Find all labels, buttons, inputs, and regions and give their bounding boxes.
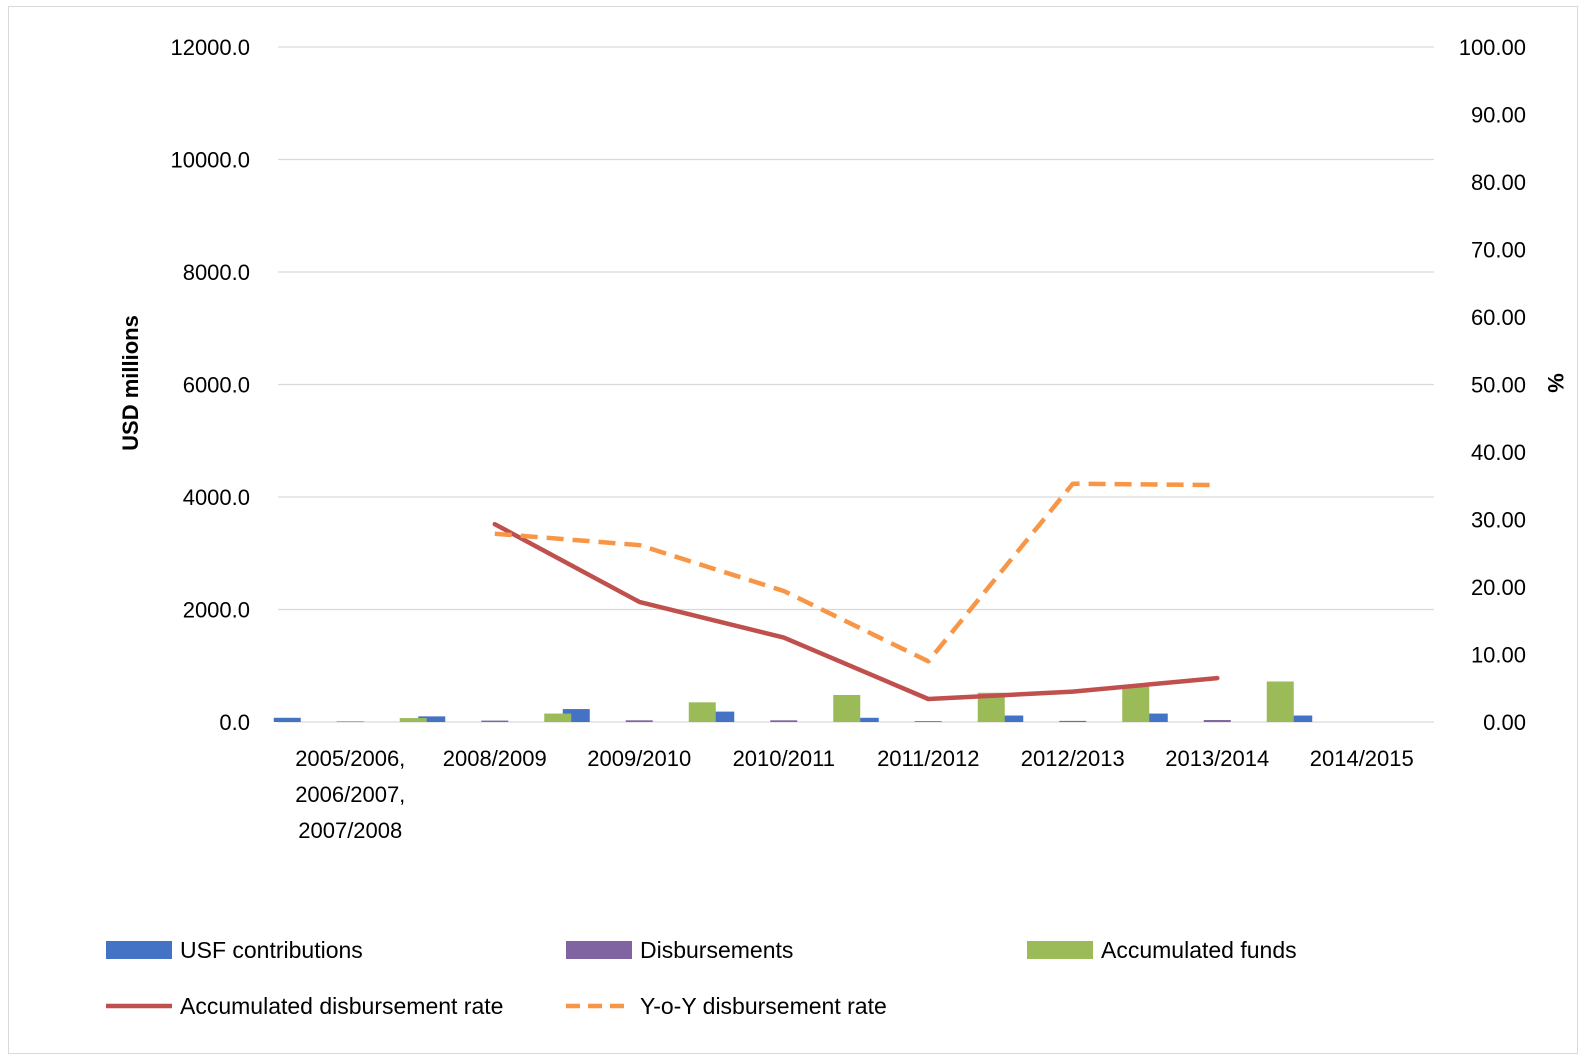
y2-tick-label: 70.00	[1471, 238, 1526, 263]
y-axis-right-ticks: 0.00 10.00 20.00 30.00 40.00 50.00 60.00 70.00 8…	[1459, 35, 1526, 735]
y-tick-label: 12000.0	[170, 35, 250, 60]
chart-frame	[8, 6, 1578, 1054]
x-tick-label: 2011/2012	[877, 746, 979, 771]
bar-usf-contributions	[851, 717, 879, 722]
legend-label: Accumulated funds	[1101, 937, 1297, 963]
bar-accumulated-funds	[833, 695, 861, 722]
legend-item-usf-contributions: USF contributions	[106, 937, 363, 963]
legend-item-disbursements: Disbursements	[566, 937, 793, 963]
legend-label: Accumulated disbursement rate	[180, 993, 503, 1019]
x-tick-label: 2005/2006, 2006/2007, 2007/2008	[295, 746, 405, 843]
series-lines	[492, 481, 1220, 702]
y2-tick-label: 50.00	[1471, 373, 1526, 398]
y-tick-label: 0.0	[219, 710, 250, 735]
bar-disbursements	[625, 720, 653, 722]
bar-disbursements	[336, 721, 364, 722]
bar-accumulated-funds	[544, 713, 572, 722]
y2-tick-label: 0.00	[1483, 710, 1526, 735]
y-tick-label: 2000.0	[183, 598, 250, 623]
bar-disbursements	[914, 721, 942, 722]
y-tick-label: 6000.0	[183, 373, 250, 398]
y2-tick-label: 30.00	[1471, 508, 1526, 533]
bar-disbursements	[1059, 720, 1087, 722]
bar-accumulated-funds	[688, 702, 716, 722]
bar-accumulated-funds	[1122, 686, 1150, 722]
bars	[273, 681, 1313, 722]
bar-usf-contributions	[1285, 715, 1313, 722]
x-tick-label: 2013/2014	[1165, 746, 1269, 771]
legend-item-accumulated-disbursement-rate: Accumulated disbursement rate	[106, 993, 503, 1019]
bar-usf-contributions	[707, 711, 735, 722]
gridlines	[278, 46, 1434, 723]
x-tick-label: 2010/2011	[733, 746, 835, 771]
bar-disbursements	[1203, 720, 1231, 722]
x-tick-label: 2014/2015	[1310, 746, 1414, 771]
bar-accumulated-funds	[399, 718, 427, 722]
y2-tick-label: 80.00	[1471, 170, 1526, 195]
legend: USF contributions Disbursements Accumulate…	[106, 937, 1297, 1019]
bar-usf-contributions	[273, 717, 301, 722]
y-axis-left-title: USD millions	[118, 315, 143, 451]
bar-accumulated-funds	[1266, 681, 1294, 722]
y2-tick-label: 60.00	[1471, 305, 1526, 330]
line-accumulated-disbursement-rate	[492, 521, 1220, 702]
legend-swatch	[1027, 941, 1093, 959]
legend-item-y-o-y-disbursement-rate: Y-o-Y disbursement rate	[566, 993, 887, 1019]
y2-tick-label: 20.00	[1471, 575, 1526, 600]
legend-swatch	[106, 941, 172, 959]
bar-usf-contributions	[1140, 713, 1168, 722]
y2-tick-label: 100.00	[1459, 35, 1526, 60]
y-tick-label: 10000.0	[170, 148, 250, 173]
legend-label: Y-o-Y disbursement rate	[640, 993, 887, 1019]
y2-tick-label: 10.00	[1471, 643, 1526, 668]
bar-usf-contributions	[418, 716, 446, 722]
bar-usf-contributions	[996, 715, 1024, 722]
y-axis-left-ticks: 0.0 2000.0 4000.0 6000.0 8000.0 10000.0 12000.…	[170, 35, 250, 735]
bar-disbursements	[770, 720, 798, 722]
y-axis-right-title: %	[1543, 373, 1568, 393]
legend-label: USF contributions	[180, 937, 363, 963]
x-tick-label: 2009/2010	[587, 746, 691, 771]
x-axis-ticks: 2005/2006, 2006/2007, 2007/2008 2008/2009 20…	[295, 746, 1414, 843]
line-y-o-y-disbursement-rate	[494, 481, 1218, 664]
x-tick-label: 2012/2013	[1021, 746, 1125, 771]
y2-tick-label: 90.00	[1471, 103, 1526, 128]
y-tick-label: 4000.0	[183, 485, 250, 510]
legend-label: Disbursements	[640, 937, 793, 963]
bar-disbursements	[481, 720, 509, 722]
x-tick-label: 2008/2009	[443, 746, 547, 771]
legend-swatch	[566, 941, 632, 959]
legend-item-accumulated-funds: Accumulated funds	[1027, 937, 1297, 963]
y-tick-label: 8000.0	[183, 260, 250, 285]
y2-tick-label: 40.00	[1471, 440, 1526, 465]
